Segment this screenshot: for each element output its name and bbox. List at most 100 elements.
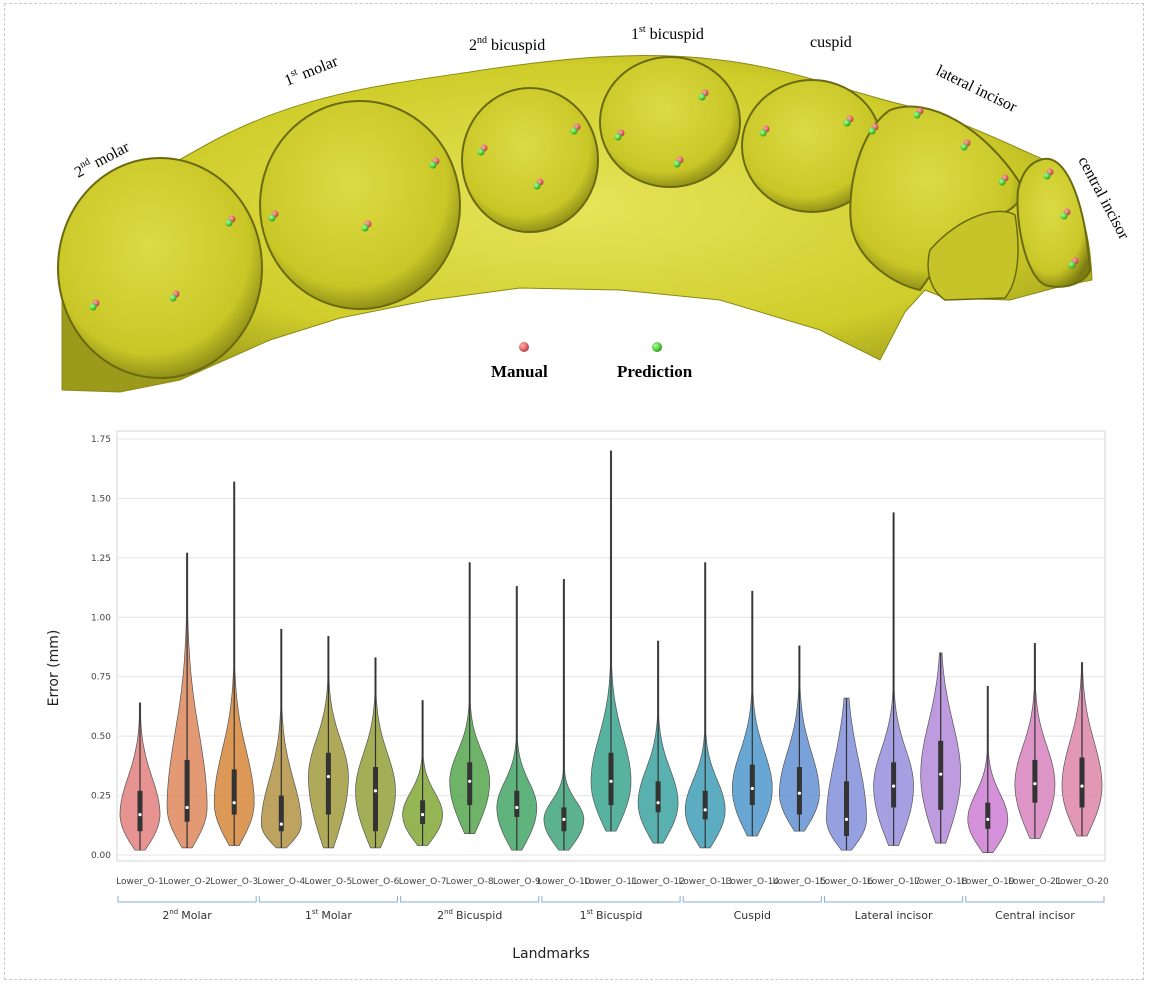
- violin-median: [326, 774, 330, 779]
- group-bracket: [965, 896, 1105, 903]
- violin-Lower_O-8: [449, 562, 491, 834]
- violin-median: [797, 791, 802, 795]
- violin-Lower_O-6: [355, 657, 396, 849]
- violin-Lower_O-12: [637, 640, 679, 844]
- violin-Lower_O-1: [119, 702, 161, 851]
- violin-median: [515, 805, 519, 810]
- figure-frame: [4, 3, 1144, 980]
- violin-Lower_O-10: [543, 578, 585, 851]
- violin-Lower_O-13: [684, 562, 726, 849]
- violin-median: [844, 817, 849, 821]
- y-tick-label: 0.50: [91, 732, 111, 742]
- x-axis-label: Landmarks: [512, 946, 590, 962]
- predicted-landmark: [477, 148, 485, 156]
- y-axis-ticks: 0.00 0.25 0.50 0.75 1.00 1.25 1.50 1.75: [91, 435, 111, 861]
- x-tick-label: Lower_O-19: [961, 877, 1015, 887]
- y-tick-label: 1.75: [91, 435, 111, 445]
- y-tick-label: 0.75: [91, 673, 111, 683]
- violin-median: [609, 779, 613, 783]
- x-tick-label: Lower_O-8: [446, 877, 494, 887]
- violin-Lower_O-4: [260, 628, 302, 849]
- violin-iqr-box: [844, 781, 849, 836]
- predicted-landmark: [89, 303, 97, 311]
- violin-median: [703, 808, 707, 812]
- y-tick-label: 0.00: [91, 851, 111, 861]
- violin-median: [986, 817, 990, 821]
- x-tick-label: Lower_O-6: [352, 877, 400, 887]
- y-tick-label: 1.50: [91, 494, 111, 504]
- predicted-landmark: [1068, 261, 1076, 269]
- predicted-landmark: [759, 129, 767, 137]
- group-bracket: [258, 896, 398, 903]
- violin-iqr-box: [608, 752, 614, 806]
- violin-median: [468, 779, 472, 783]
- predicted-landmark: [913, 111, 921, 119]
- group-label: Cuspid: [734, 909, 771, 922]
- group-bracket: [400, 896, 540, 903]
- x-tick-label: Lower_O-10: [537, 877, 591, 887]
- y-tick-label: 1.00: [91, 613, 111, 623]
- violin-median: [1080, 784, 1084, 788]
- violin-Lower_O-14: [731, 590, 773, 837]
- violin-Lower_O-2: [166, 552, 208, 849]
- x-tick-label: Lower_O-13: [678, 877, 732, 887]
- violin-iqr-box: [514, 790, 520, 817]
- x-tick-label: Lower_O-12: [631, 877, 685, 887]
- tooth-2nd-bicuspid: [461, 87, 599, 233]
- violin-Lower_O-7: [402, 700, 443, 846]
- x-tick-label: Lower_O-3: [210, 877, 258, 887]
- violin-Lower_O-21: [1014, 643, 1056, 839]
- x-tick-label: Lower_O-18: [914, 877, 968, 887]
- x-tick-label: Lower_O-4: [257, 877, 305, 887]
- violin-median: [279, 822, 283, 826]
- violin-median: [750, 786, 754, 791]
- y-tick-label: 1.25: [91, 554, 111, 564]
- predicted-landmark: [960, 143, 968, 151]
- violin-median: [562, 817, 566, 821]
- violin-iqr-box: [420, 800, 426, 825]
- violin-Lower_O-5: [308, 635, 349, 849]
- predicted-landmark: [225, 219, 233, 227]
- tooth-central-incisor: [1016, 157, 1092, 288]
- violin-median: [939, 772, 943, 776]
- x-tick-label: Lower_O-17: [867, 877, 921, 887]
- violin-median: [185, 805, 189, 810]
- x-tick-label: Lower_O-16: [820, 877, 874, 887]
- x-tick-label: Lower_O-11: [584, 877, 638, 887]
- violin-Lower_O-11: [590, 450, 632, 832]
- predicted-landmark: [998, 178, 1006, 186]
- violin-iqr-box: [184, 759, 190, 822]
- violin-Lower_O-9: [496, 586, 538, 851]
- dental-arch-illustration: 2ndmolar 1stmolar 2nd bicuspid 1st bicuspi…: [57, 24, 1133, 393]
- violin-iqr-box: [796, 767, 802, 815]
- violin-Lower_O-20: [1061, 662, 1103, 837]
- violins: [119, 450, 1103, 853]
- violin-Lower_O-18: [920, 652, 962, 844]
- violin-median: [421, 812, 425, 817]
- predicted-landmark: [868, 127, 876, 135]
- violin-median: [138, 812, 142, 817]
- legend-manual-marker: [519, 342, 529, 352]
- landmark-points: [89, 89, 1079, 311]
- x-tick-label: Lower_O-2: [163, 877, 211, 887]
- x-axis-ticks: Lower_O-1 Lower_O-2 Lower_O-3 Lower_O-4 Lowe…: [116, 877, 1109, 887]
- violin-iqr-box: [1079, 757, 1085, 808]
- y-axis-label: Error (mm): [46, 630, 62, 707]
- violin-iqr-box: [278, 795, 284, 832]
- group-label: Central incisor: [995, 909, 1075, 922]
- group-label: Lateral incisor: [855, 909, 933, 922]
- tooth-2nd-molar: [57, 157, 263, 379]
- predicted-landmark: [843, 119, 851, 127]
- violin-Lower_O-3: [213, 481, 255, 846]
- group-bracket: [682, 896, 822, 903]
- predicted-landmark: [570, 127, 578, 135]
- y-tick-label: 0.25: [91, 792, 111, 802]
- violin-iqr-box: [749, 764, 755, 806]
- violin-median: [373, 789, 378, 793]
- label-cuspid: cuspid: [810, 34, 852, 51]
- x-tick-label: Lower_O-5: [305, 877, 353, 887]
- predicted-landmark: [429, 161, 437, 169]
- lingual-shelf: [927, 210, 1019, 301]
- x-tick-label: Lower_O-15: [773, 877, 827, 887]
